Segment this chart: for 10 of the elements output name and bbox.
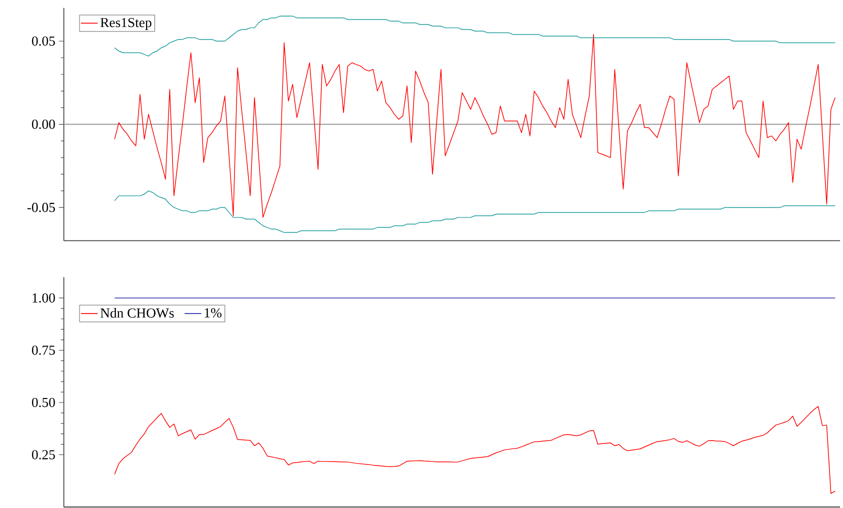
y-tick-label: 0.50: [32, 398, 55, 408]
legend-label: 1%: [204, 308, 222, 318]
legend-label: Res1Step: [100, 18, 152, 30]
y-tick-label: 0.75: [32, 346, 55, 355]
y-tick-label: 0.00: [32, 120, 55, 129]
y-tick-label: 0.05: [32, 36, 55, 46]
legend-label: Ndn CHOWs: [100, 308, 174, 318]
y-tick-label: 0.25: [32, 450, 55, 460]
y-tick-label: -0.05: [27, 202, 55, 212]
y-tick-label: 1.00: [32, 293, 55, 303]
